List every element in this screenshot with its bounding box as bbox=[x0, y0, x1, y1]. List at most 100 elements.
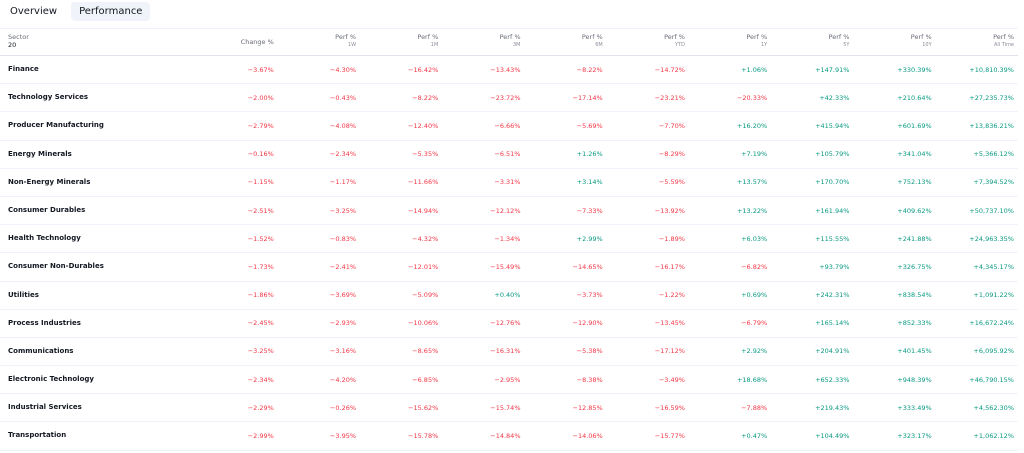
column-header-all-time[interactable]: Perf % All Time bbox=[935, 28, 1018, 56]
perf-value-cell: +0.40% bbox=[442, 281, 525, 310]
table-row[interactable]: Non-Energy Minerals −1.15% −1.17% −11.66% −3… bbox=[0, 168, 1018, 197]
table-header-row: Sector 20 Change % Perf % 1W Perf % 1M Perf %… bbox=[0, 28, 1018, 56]
perf-value-cell: +50,737.10% bbox=[935, 196, 1018, 226]
column-header-sector[interactable]: Sector 20 bbox=[0, 28, 201, 56]
perf-value-cell: −8.22% bbox=[360, 83, 443, 113]
perf-value-cell: −3.95% bbox=[277, 421, 361, 451]
perf-value-cell: +13,836.21% bbox=[935, 111, 1018, 141]
table-row[interactable]: Consumer Durables −2.51% −3.25% −14.94% −12.… bbox=[0, 196, 1018, 226]
sector-name-link[interactable]: Transportation bbox=[0, 421, 201, 451]
sector-name-link[interactable]: Consumer Non-Durables bbox=[0, 252, 201, 282]
column-header-6m[interactable]: Perf % 6M bbox=[524, 28, 607, 56]
column-header-change[interactable]: Change % bbox=[200, 28, 278, 56]
perf-value-cell: +105.79% bbox=[771, 140, 854, 169]
perf-value-cell: −14.72% bbox=[606, 55, 689, 85]
perf-value-cell: −3.25% bbox=[277, 196, 361, 226]
perf-value-cell: −12.85% bbox=[524, 393, 607, 423]
perf-value-cell: +170.70% bbox=[771, 168, 854, 197]
perf-value-cell: +7.19% bbox=[688, 140, 772, 169]
table-row[interactable]: Communications −3.25% −3.16% −8.65% −16.31% −… bbox=[0, 337, 1018, 367]
column-header-3m[interactable]: Perf % 3M bbox=[442, 28, 525, 56]
perf-value-cell: +10,810.39% bbox=[935, 55, 1018, 85]
perf-value-cell: +0.47% bbox=[688, 421, 772, 451]
perf-value-cell: −8.65% bbox=[360, 337, 443, 367]
sector-name-link[interactable]: Producer Manufacturing bbox=[0, 111, 201, 141]
perf-value-cell: −1.52% bbox=[200, 224, 278, 254]
perf-value-cell: −2.00% bbox=[200, 83, 278, 113]
table-row[interactable]: Technology Services −2.00% −0.43% −8.22% −23… bbox=[0, 83, 1018, 113]
column-header-1m[interactable]: Perf % 1M bbox=[360, 28, 443, 56]
column-header-5y[interactable]: Perf % 5Y bbox=[771, 28, 854, 56]
perf-value-cell: +115.55% bbox=[771, 224, 854, 254]
perf-value-cell: +27,235.73% bbox=[935, 83, 1018, 113]
table-row[interactable]: Consumer Non-Durables −1.73% −2.41% −12.01%… bbox=[0, 252, 1018, 282]
perf-value-cell: −7.88% bbox=[688, 393, 772, 423]
perf-value-cell: +24,963.35% bbox=[935, 224, 1018, 254]
sector-name-link[interactable]: Consumer Durables bbox=[0, 196, 201, 226]
table-row[interactable]: Electronic Technology −2.34% −4.20% −6.85% −… bbox=[0, 365, 1018, 395]
table-row[interactable]: Process Industries −2.45% −2.93% −10.06% −12… bbox=[0, 309, 1018, 338]
perf-value-cell: +147.91% bbox=[771, 55, 854, 85]
sector-name-link[interactable]: Energy Minerals bbox=[0, 140, 201, 169]
column-header-label: Perf % bbox=[828, 33, 850, 41]
perf-value-cell: +852.33% bbox=[853, 309, 936, 338]
sector-name-link[interactable]: Health Technology bbox=[0, 224, 201, 254]
perf-value-cell: +652.33% bbox=[771, 365, 854, 395]
column-header-label: Perf % bbox=[581, 33, 603, 41]
column-header-ytd[interactable]: Perf % YTD bbox=[606, 28, 689, 56]
sector-name-link[interactable]: Electronic Technology bbox=[0, 365, 201, 395]
column-header-period: 1W bbox=[347, 42, 357, 48]
perf-value-cell: −12.12% bbox=[442, 196, 525, 226]
perf-value-cell: −16.17% bbox=[606, 252, 689, 282]
column-header-label: Perf % bbox=[910, 33, 932, 41]
table-row[interactable]: Energy Minerals −0.16% −2.34% −5.35% −6.51% +… bbox=[0, 140, 1018, 169]
sector-name-link[interactable]: Technology Services bbox=[0, 83, 201, 113]
column-header-period: 10Y bbox=[922, 42, 932, 48]
sector-name-link[interactable]: Utilities bbox=[0, 281, 201, 310]
table-row[interactable]: Health Technology −1.52% −0.83% −4.32% −1.34… bbox=[0, 224, 1018, 254]
perf-value-cell: −14.84% bbox=[442, 421, 525, 451]
perf-value-cell: +401.45% bbox=[853, 337, 936, 367]
perf-value-cell: +18.68% bbox=[688, 365, 772, 395]
perf-value-cell: +752.13% bbox=[853, 168, 936, 197]
table-row[interactable]: Industrial Services −2.29% −0.26% −15.62% −1… bbox=[0, 393, 1018, 423]
perf-value-cell: −10.06% bbox=[360, 309, 443, 338]
perf-value-cell: −0.16% bbox=[200, 140, 278, 169]
table-row[interactable]: Producer Manufacturing −2.79% −4.08% −12.40… bbox=[0, 111, 1018, 141]
perf-value-cell: +5,366.12% bbox=[935, 140, 1018, 169]
perf-value-cell: −8.22% bbox=[524, 55, 607, 85]
perf-value-cell: −12.40% bbox=[360, 111, 443, 141]
perf-value-cell: −17.14% bbox=[524, 83, 607, 113]
perf-value-cell: −3.73% bbox=[524, 281, 607, 310]
table-row[interactable]: Transportation −2.99% −3.95% −15.78% −14.84%… bbox=[0, 421, 1018, 451]
perf-value-cell: +330.39% bbox=[853, 55, 936, 85]
sector-name-link[interactable]: Process Industries bbox=[0, 309, 201, 338]
perf-value-cell: −23.21% bbox=[606, 83, 689, 113]
sector-header-label: Sector bbox=[8, 33, 29, 41]
perf-value-cell: −1.34% bbox=[442, 224, 525, 254]
perf-value-cell: −15.74% bbox=[442, 393, 525, 423]
sector-name-link[interactable]: Non-Energy Minerals bbox=[0, 168, 201, 197]
perf-value-cell: −0.43% bbox=[277, 83, 361, 113]
tab-performance[interactable]: Performance bbox=[71, 1, 151, 21]
perf-value-cell: −2.79% bbox=[200, 111, 278, 141]
tab-bar: Overview Performance bbox=[0, 0, 1024, 22]
sector-count: 20 bbox=[8, 41, 17, 49]
tab-overview[interactable]: Overview bbox=[10, 5, 58, 17]
table-row[interactable]: Finance −3.67% −4.30% −16.42% −13.43% −8.22% −… bbox=[0, 55, 1018, 85]
perf-value-cell: −0.83% bbox=[277, 224, 361, 254]
perf-value-cell: +2.92% bbox=[688, 337, 772, 367]
perf-value-cell: −1.86% bbox=[200, 281, 278, 310]
column-header-1y[interactable]: Perf % 1Y bbox=[688, 28, 772, 56]
column-header-10y[interactable]: Perf % 10Y bbox=[853, 28, 936, 56]
sector-name-link[interactable]: Industrial Services bbox=[0, 393, 201, 423]
sector-name-link[interactable]: Finance bbox=[0, 55, 201, 85]
perf-value-cell: +7,394.52% bbox=[935, 168, 1018, 197]
column-header-period: 6M bbox=[595, 42, 603, 48]
perf-value-cell: +13.22% bbox=[688, 196, 772, 226]
column-header-1w[interactable]: Perf % 1W bbox=[277, 28, 361, 56]
table-row[interactable]: Utilities −1.86% −3.69% −5.09% +0.40% −3.73% −… bbox=[0, 281, 1018, 310]
column-header-label: Perf % bbox=[664, 33, 685, 41]
perf-value-cell: +838.54% bbox=[853, 281, 936, 310]
sector-name-link[interactable]: Communications bbox=[0, 337, 201, 367]
